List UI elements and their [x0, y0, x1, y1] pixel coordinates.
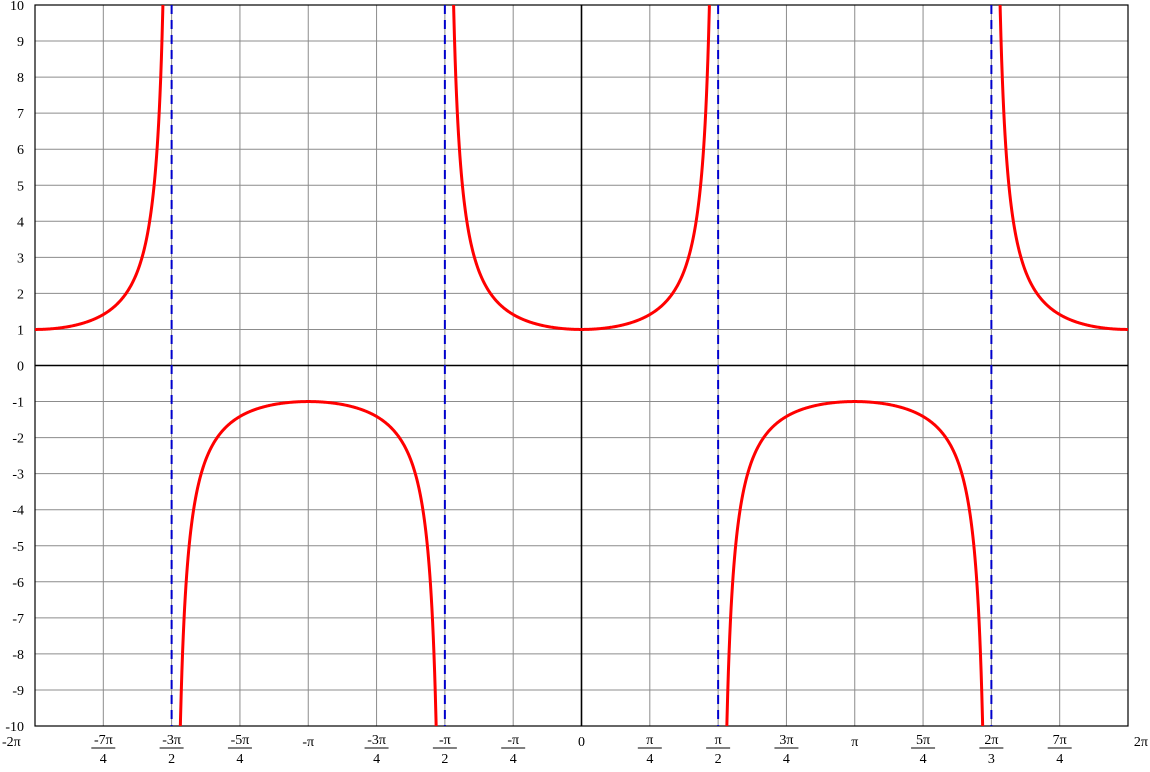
x-tick-numerator: -π [507, 733, 519, 748]
x-tick-numerator: -π [439, 733, 451, 748]
x-tick-numerator: 7π [1053, 733, 1067, 748]
x-tick-numerator: 5π [916, 733, 930, 748]
y-tick-label: -2 [12, 432, 24, 447]
x-tick-fraction: 3π4 [774, 733, 799, 767]
curve-layer [35, 5, 1128, 726]
y-tick-label: 4 [17, 215, 24, 230]
axes [34, 4, 1129, 727]
y-tick-label: 2 [17, 287, 24, 302]
x-tick-label: 2π [1134, 735, 1148, 750]
x-tick-fraction: -5π4 [227, 733, 252, 767]
x-tick-numerator: 2π [984, 733, 998, 748]
y-tick-label: 0 [17, 360, 24, 375]
x-tick-fraction: 5π4 [911, 733, 936, 767]
y-tick-label: -1 [12, 396, 24, 411]
y-tick-label: 5 [17, 179, 24, 194]
x-tick-denominator: 4 [100, 752, 107, 767]
x-tick-numerator: 3π [779, 733, 793, 748]
x-tick-denominator: 4 [373, 752, 380, 767]
x-tick-denominator: 3 [988, 752, 995, 767]
x-tick-denominator: 4 [646, 752, 653, 767]
y-tick-label: -10 [5, 720, 24, 735]
x-tick-fraction: -7π4 [91, 733, 116, 767]
y-tick-label: 9 [17, 35, 24, 50]
x-tick-fraction: π2 [706, 733, 731, 767]
x-tick-denominator: 4 [236, 752, 243, 767]
y-tick-label: -5 [12, 540, 24, 555]
y-tick-label: 1 [17, 323, 24, 338]
x-tick-numerator: -3π [162, 733, 181, 748]
x-tick-denominator: 4 [783, 752, 790, 767]
y-tick-label: -7 [12, 612, 24, 627]
x-tick-denominator: 2 [168, 752, 175, 767]
asymptote-lines [170, 5, 993, 726]
y-tick-label: 10 [10, 0, 24, 14]
x-tick-fraction: -3π4 [364, 733, 389, 767]
x-tick-label: π [851, 735, 858, 750]
x-tick-fraction: -3π2 [159, 733, 184, 767]
x-tick-denominator: 4 [510, 752, 517, 767]
x-tick-numerator: -5π [231, 733, 250, 748]
y-tick-label: 7 [17, 107, 24, 122]
x-tick-denominator: 2 [441, 752, 448, 767]
x-tick-label: -2π [2, 735, 21, 750]
x-tick-denominator: 4 [920, 752, 927, 767]
y-tick-label: 3 [17, 251, 24, 266]
sec-curve [35, 5, 1128, 726]
y-tick-label: -4 [12, 504, 24, 519]
x-tick-fraction: -π 2 [432, 733, 457, 767]
x-tick-denominator: 2 [715, 752, 722, 767]
x-tick-fraction: 7π4 [1047, 733, 1072, 767]
y-tick-label: 6 [17, 143, 24, 158]
y-tick-label: -6 [12, 576, 24, 591]
x-tick-fraction: π4 [637, 733, 662, 767]
x-tick-fraction: -π 4 [501, 733, 526, 767]
x-tick-numerator: -3π [367, 733, 386, 748]
x-tick-numerator: π [646, 733, 653, 748]
x-tick-numerator: π [715, 733, 722, 748]
y-tick-label: -9 [12, 684, 24, 699]
y-tick-label: -3 [12, 468, 24, 483]
x-tick-fraction: 2π3 [979, 733, 1004, 767]
x-tick-denominator: 4 [1056, 752, 1063, 767]
y-tick-label: -8 [12, 648, 24, 663]
plot-frame [34, 4, 1129, 727]
x-tick-numerator: -7π [94, 733, 113, 748]
x-tick-label: -π [302, 735, 314, 750]
y-tick-label: 8 [17, 71, 24, 86]
x-tick-label: 0 [578, 735, 585, 750]
